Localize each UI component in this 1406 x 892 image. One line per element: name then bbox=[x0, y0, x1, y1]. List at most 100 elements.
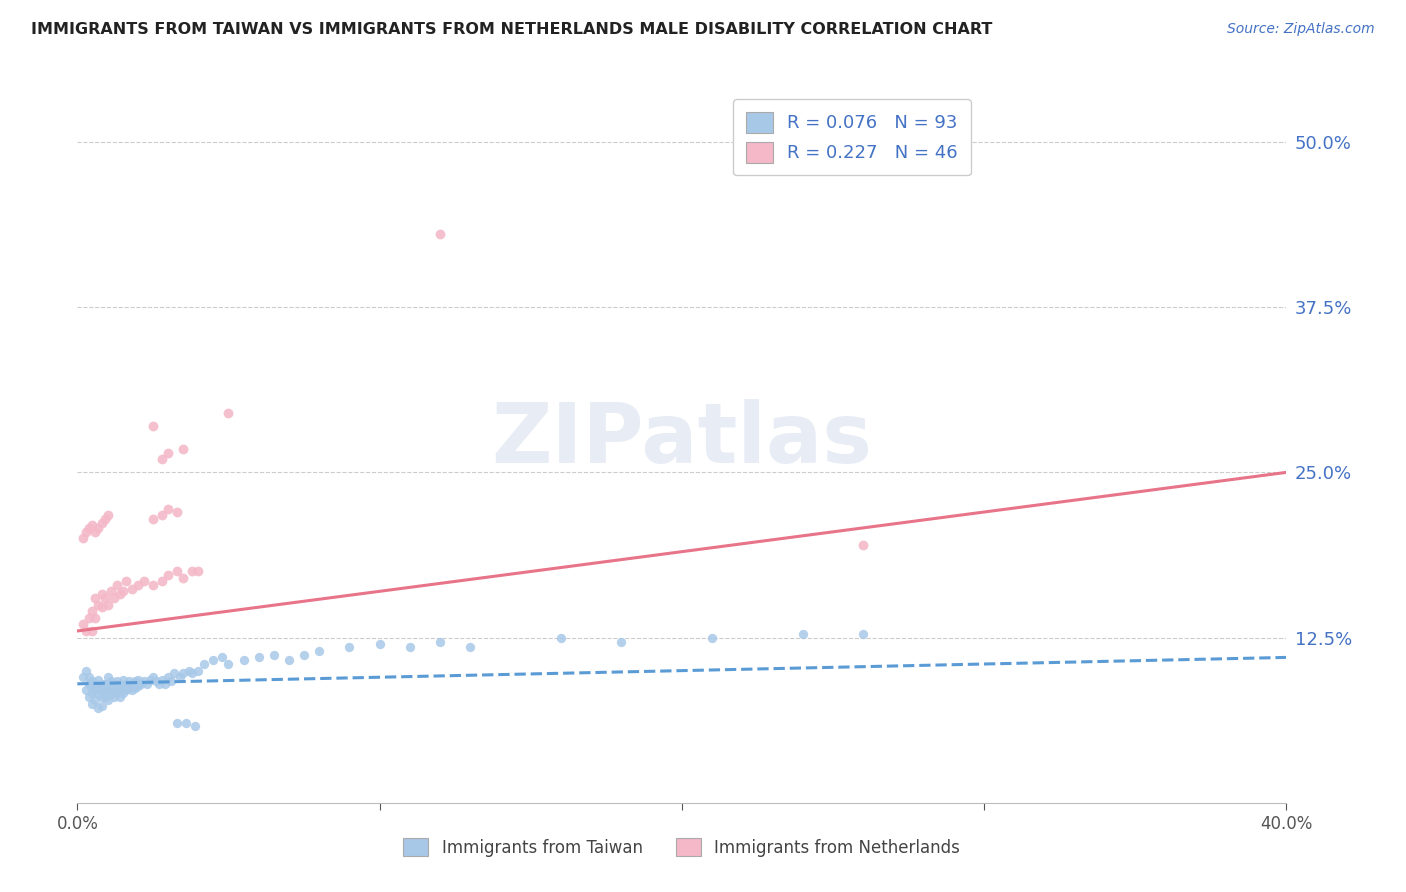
Point bbox=[75, 524, 97, 539]
Point bbox=[82, 697, 104, 711]
Point bbox=[792, 626, 814, 640]
Point bbox=[150, 574, 173, 588]
Point bbox=[187, 565, 209, 579]
Point bbox=[93, 511, 115, 525]
Point bbox=[218, 657, 240, 671]
Point bbox=[93, 677, 115, 691]
Point bbox=[135, 677, 157, 691]
Point bbox=[105, 680, 128, 694]
Point bbox=[100, 687, 122, 701]
Point bbox=[157, 670, 180, 684]
Point bbox=[458, 640, 481, 654]
Point bbox=[96, 692, 118, 706]
Point bbox=[368, 637, 391, 651]
Point bbox=[121, 677, 143, 691]
Point bbox=[72, 532, 94, 546]
Point bbox=[202, 653, 225, 667]
Point bbox=[150, 508, 173, 522]
Point bbox=[132, 674, 155, 689]
Point bbox=[90, 587, 112, 601]
Point bbox=[129, 677, 152, 691]
Point bbox=[103, 591, 125, 605]
Point bbox=[172, 442, 194, 456]
Point bbox=[127, 673, 149, 687]
Point bbox=[87, 673, 110, 687]
Point bbox=[124, 681, 146, 695]
Point bbox=[93, 683, 115, 698]
Point bbox=[181, 565, 204, 579]
Point bbox=[124, 674, 146, 689]
Point bbox=[181, 666, 204, 681]
Point bbox=[852, 626, 875, 640]
Point bbox=[79, 677, 101, 691]
Point bbox=[87, 521, 110, 535]
Point bbox=[148, 677, 170, 691]
Point bbox=[187, 664, 209, 678]
Point bbox=[153, 677, 176, 691]
Point bbox=[82, 604, 104, 618]
Point bbox=[82, 674, 104, 689]
Point bbox=[82, 518, 104, 533]
Point bbox=[114, 677, 136, 691]
Point bbox=[169, 670, 191, 684]
Point bbox=[75, 683, 97, 698]
Point bbox=[308, 644, 330, 658]
Point bbox=[610, 634, 633, 648]
Point bbox=[166, 716, 188, 731]
Point bbox=[139, 673, 162, 687]
Point bbox=[108, 587, 131, 601]
Point bbox=[75, 664, 97, 678]
Point bbox=[114, 574, 136, 588]
Point bbox=[337, 640, 360, 654]
Point bbox=[96, 598, 118, 612]
Point bbox=[172, 571, 194, 585]
Point bbox=[96, 670, 118, 684]
Point bbox=[184, 719, 207, 733]
Point bbox=[118, 674, 141, 689]
Point bbox=[702, 631, 724, 645]
Point bbox=[79, 690, 101, 704]
Point bbox=[127, 578, 149, 592]
Point bbox=[121, 683, 143, 698]
Point bbox=[172, 666, 194, 681]
Point bbox=[105, 674, 128, 689]
Point bbox=[90, 600, 112, 615]
Text: Source: ZipAtlas.com: Source: ZipAtlas.com bbox=[1227, 22, 1375, 37]
Point bbox=[93, 591, 115, 605]
Point bbox=[157, 568, 180, 582]
Point bbox=[100, 674, 122, 689]
Point bbox=[550, 631, 572, 645]
Point bbox=[160, 674, 183, 689]
Point bbox=[247, 650, 270, 665]
Point bbox=[163, 666, 186, 681]
Point bbox=[96, 677, 118, 691]
Point bbox=[105, 578, 128, 592]
Legend: Immigrants from Taiwan, Immigrants from Netherlands: Immigrants from Taiwan, Immigrants from … bbox=[396, 831, 967, 863]
Point bbox=[399, 640, 422, 654]
Point bbox=[87, 700, 110, 714]
Point bbox=[100, 680, 122, 694]
Point bbox=[93, 690, 115, 704]
Point bbox=[142, 511, 165, 525]
Point bbox=[84, 524, 107, 539]
Point bbox=[87, 687, 110, 701]
Point bbox=[157, 445, 180, 459]
Point bbox=[429, 634, 451, 648]
Point bbox=[292, 648, 315, 662]
Point bbox=[121, 582, 143, 596]
Point bbox=[278, 653, 301, 667]
Point bbox=[79, 670, 101, 684]
Point bbox=[232, 653, 254, 667]
Point bbox=[103, 677, 125, 691]
Point bbox=[111, 673, 134, 687]
Point bbox=[132, 574, 155, 588]
Point bbox=[111, 686, 134, 700]
Point bbox=[108, 677, 131, 691]
Point bbox=[82, 680, 104, 694]
Point bbox=[90, 699, 112, 714]
Point bbox=[96, 508, 118, 522]
Point bbox=[111, 680, 134, 694]
Point bbox=[79, 611, 101, 625]
Point bbox=[108, 690, 131, 704]
Point bbox=[100, 584, 122, 599]
